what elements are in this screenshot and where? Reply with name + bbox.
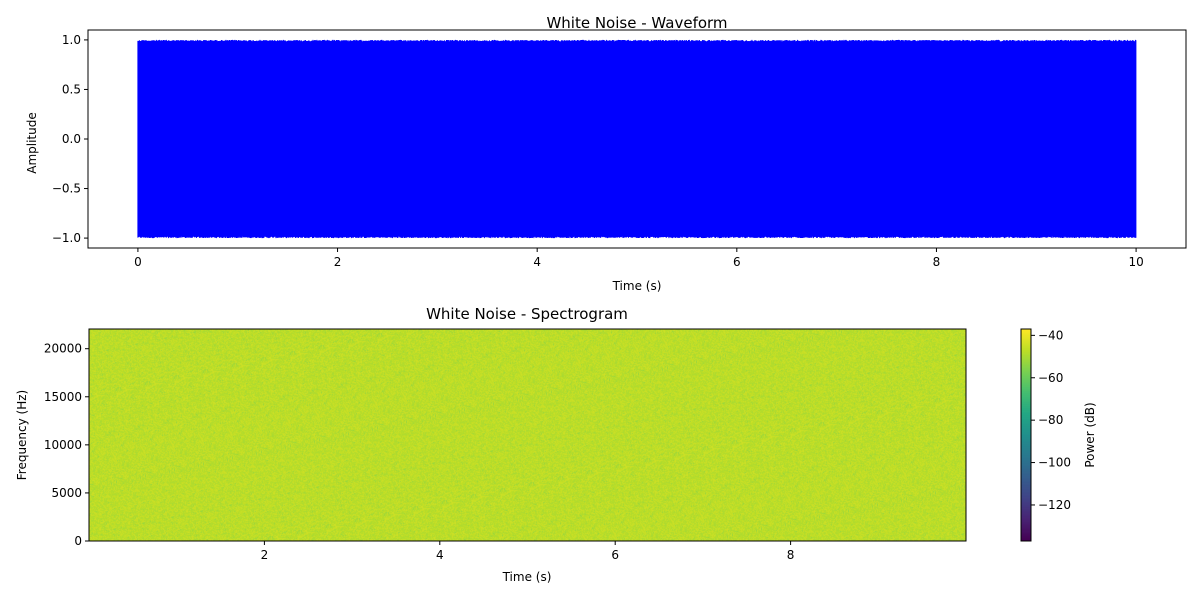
colorbar-tick-label: −100 <box>1038 456 1071 470</box>
waveform-x-label: Time (s) <box>612 279 662 293</box>
spectrogram-y-tick-label: 10000 <box>44 438 82 452</box>
spectrogram-x-tick-label: 2 <box>261 548 269 562</box>
spectrogram-x-tick-label: 4 <box>436 548 444 562</box>
spectrogram-x-tick-label: 8 <box>787 548 795 562</box>
spectrogram-y-label: Frequency (Hz) <box>15 390 29 481</box>
spectrogram-x-tick-label: 6 <box>611 548 619 562</box>
waveform-y-tick-label: 0.0 <box>62 132 81 146</box>
spectrogram-y-tick-label: 20000 <box>44 342 82 356</box>
waveform-y-label: Amplitude <box>25 112 39 174</box>
spectrogram-y-tick-label: 15000 <box>44 390 82 404</box>
waveform-title: White Noise - Waveform <box>546 14 727 32</box>
waveform-x-tick-label: 4 <box>533 255 541 269</box>
spectrogram-image <box>89 329 966 541</box>
colorbar-label: Power (dB) <box>1083 402 1097 467</box>
spectrogram-title: White Noise - Spectrogram <box>426 305 628 323</box>
waveform-y-tick-label: −0.5 <box>52 182 81 196</box>
spectrogram-x-ticks: 2 4 6 8 <box>261 541 795 562</box>
waveform-y-tick-label: 0.5 <box>62 82 81 96</box>
waveform-x-tick-label: 0 <box>134 255 142 269</box>
colorbar-tick-label: −60 <box>1038 371 1063 385</box>
waveform-y-tick-label: −1.0 <box>52 231 81 245</box>
waveform-series <box>137 39 1137 239</box>
waveform-x-ticks: 0 2 4 6 8 10 <box>134 248 1144 269</box>
waveform-panel: White Noise - Waveform 0 2 4 6 8 10 −1.0 −0.5 0… <box>25 14 1187 293</box>
spectrogram-y-ticks: 0 5000 10000 15000 20000 <box>44 342 89 548</box>
spectrogram-panel: White Noise - Spectrogram 2 4 6 8 0 5000 1000… <box>15 305 1097 584</box>
waveform-x-tick-label: 2 <box>334 255 342 269</box>
spectrogram-x-label: Time (s) <box>502 570 552 584</box>
waveform-y-tick-label: 1.0 <box>62 33 81 47</box>
spectrogram-axes-frame <box>88 328 967 542</box>
colorbar-frame <box>1020 328 1032 542</box>
colorbar-tick-label: −120 <box>1038 498 1071 512</box>
colorbar-gradient <box>1021 329 1031 541</box>
waveform-y-ticks: −1.0 −0.5 0.0 0.5 1.0 <box>52 33 88 245</box>
colorbar-tick-label: −40 <box>1038 328 1063 342</box>
waveform-x-tick-label: 8 <box>933 255 941 269</box>
spectrogram-y-tick-label: 5000 <box>51 486 82 500</box>
waveform-line <box>137 39 1137 239</box>
colorbar-ticks: −120 −100 −80 −60 −40 <box>1031 328 1071 512</box>
colorbar-tick-label: −80 <box>1038 413 1063 427</box>
colorbar: −120 −100 −80 −60 −40 Power (dB) <box>1020 328 1097 542</box>
waveform-x-tick-label: 6 <box>733 255 741 269</box>
waveform-x-tick-label: 10 <box>1128 255 1143 269</box>
spectrogram-y-tick-label: 0 <box>74 534 82 548</box>
